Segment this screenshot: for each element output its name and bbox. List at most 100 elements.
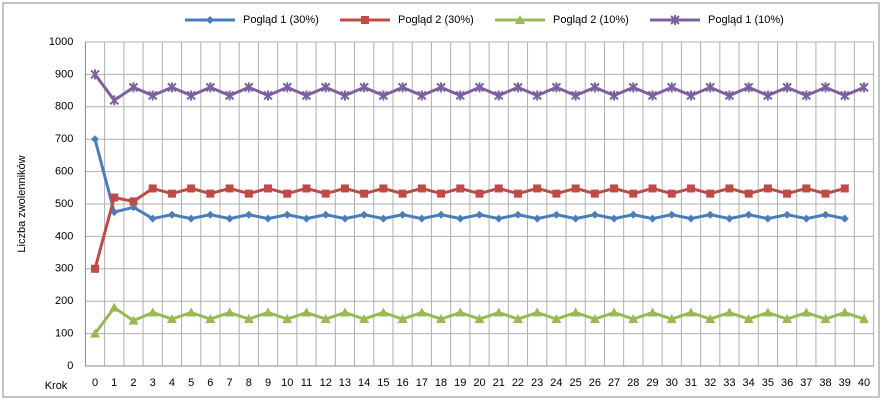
x-tick-label: 13 [339,377,351,389]
y-tick-label: 200 [55,295,73,307]
marker [283,210,292,219]
series-line [93,186,846,270]
legend-label: Pogląd 2 (10%) [553,14,629,26]
marker [110,193,119,202]
marker [456,214,465,223]
marker [820,82,831,93]
marker [725,184,734,193]
marker [225,184,234,193]
marker [782,82,792,93]
marker [186,90,196,101]
marker [629,210,638,219]
x-tick-label: 17 [416,377,428,389]
marker [628,82,639,93]
marker [724,307,735,317]
marker [744,189,753,198]
y-tick-label: 700 [55,133,73,145]
marker [340,90,350,101]
marker [166,314,177,324]
x-tick-label: 0 [92,377,98,389]
x-tick-label: 20 [473,377,485,389]
x-tick-label: 31 [685,377,697,389]
marker [90,328,101,338]
marker [301,307,312,317]
marker [648,214,657,223]
marker [398,210,407,219]
marker [417,90,427,101]
marker [840,214,849,223]
x-tick-label: 30 [666,377,678,389]
marker [339,307,350,317]
marker [379,214,388,223]
x-tick-label: 34 [743,377,755,389]
marker [474,82,485,93]
marker [128,82,139,93]
marker [494,214,503,223]
marker [551,314,562,324]
marker [533,214,542,223]
marker [802,184,811,193]
marker [359,314,370,324]
marker [205,314,216,324]
marker [167,210,176,219]
marker [224,307,235,317]
marker [571,184,580,193]
marker [667,82,677,93]
marker [821,189,830,198]
marker [840,184,849,193]
x-tick-label: 32 [704,377,716,389]
marker [320,82,331,93]
marker [858,314,869,324]
marker [782,314,793,324]
marker [147,307,158,317]
marker [705,314,716,324]
marker [263,90,273,101]
y-tick-label: 400 [55,230,73,242]
marker [762,307,773,317]
marker [340,184,349,193]
y-tick-label: 500 [55,198,73,210]
marker [225,214,234,223]
marker [493,307,504,317]
marker [263,307,274,317]
marker [340,214,349,223]
marker [513,210,522,219]
x-tick-label: 11 [301,377,312,389]
marker [783,210,792,219]
x-tick-label: 4 [169,377,175,389]
marker [667,210,676,219]
marker [302,214,311,223]
marker [186,307,197,317]
marker [360,210,369,219]
marker [840,90,850,101]
marker [743,82,754,93]
marker [532,307,543,317]
x-tick-label: 24 [550,377,562,389]
marker [147,90,158,101]
marker [590,189,599,198]
marker [647,307,658,317]
marker [397,314,408,324]
marker [397,82,408,93]
marker [494,90,504,101]
x-tick-label: 29 [646,377,658,389]
marker [109,302,120,312]
x-tick-label: 26 [589,377,601,389]
marker [590,210,599,219]
marker [474,314,485,324]
marker [243,314,254,324]
x-tick-label: 1 [111,377,117,389]
marker [725,214,734,223]
marker [571,214,580,223]
marker [302,184,311,193]
marker [686,184,695,193]
marker [610,184,619,193]
x-tick-label: 6 [207,377,213,389]
marker [763,214,772,223]
y-axis-label: Liczba zwolenników [16,155,28,252]
marker [244,82,254,93]
y-tick-label: 1000 [49,36,73,48]
marker [820,314,831,324]
marker [129,197,138,206]
marker [494,184,503,193]
